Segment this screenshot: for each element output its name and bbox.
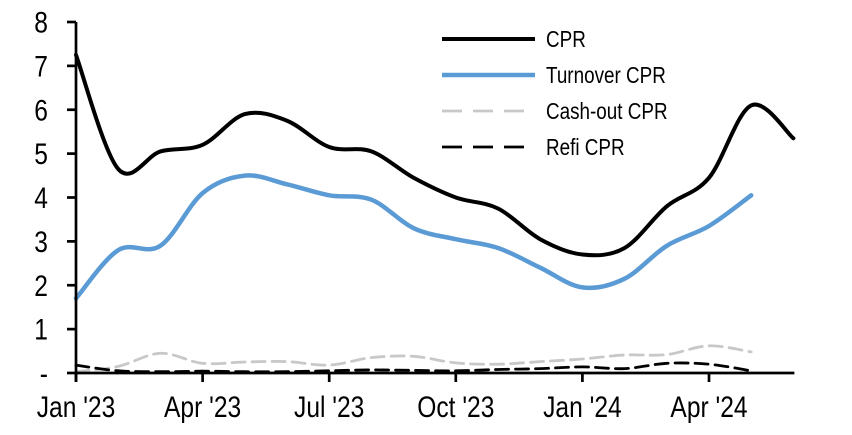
legend-label-refi-cpr: Refi CPR [546,133,625,160]
y-tick-label: 7 [34,49,48,83]
legend-label-turnover-cpr: Turnover CPR [546,61,666,88]
y-tick-label: 5 [34,137,48,171]
x-tick-label: Jul '23 [294,390,364,424]
chart-legend: CPR Turnover CPR Cash-out CPR Refi CPR [441,21,694,165]
legend-line-turnover-icon [442,72,535,78]
legend-item-turnover-cpr: Turnover CPR [441,57,694,93]
y-tick-label: 6 [34,93,48,127]
y-tick-label: 1 [34,312,48,346]
series-line-cash-out-cpr [74,344,753,374]
legend-line-refi-icon [442,145,535,149]
legend-item-refi-cpr: Refi CPR [441,129,694,165]
x-tick-label: Apr '24 [670,390,747,424]
series-line-cpr [74,52,796,258]
legend-label-cpr: CPR [546,25,586,52]
x-tick-label: Jan '23 [37,390,116,424]
legend-line-cpr-icon [442,37,535,41]
legend-line-cashout-icon [442,109,535,113]
x-tick-label: Oct '23 [417,390,494,424]
legend-item-cashout-cpr: Cash-out CPR [441,93,694,129]
y-tick-label: 3 [34,225,48,259]
y-tick-label: - [40,356,48,390]
y-tick-label: 2 [34,268,48,302]
x-tick-label: Jan '24 [543,390,622,424]
legend-label-cashout-cpr: Cash-out CPR [546,97,668,124]
series-line-refi-cpr [74,361,753,374]
legend-item-cpr: CPR [441,21,694,57]
x-tick-label: Apr '23 [164,390,241,424]
y-tick-label: 4 [34,181,48,215]
y-tick-label: 8 [34,5,48,39]
series-line-turnover-cpr [73,173,754,301]
